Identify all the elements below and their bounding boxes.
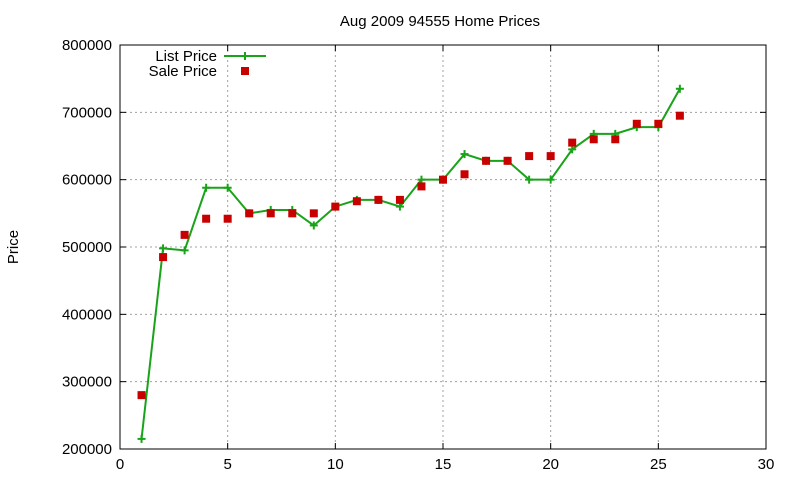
list-price-point bbox=[568, 145, 577, 154]
list-price-point bbox=[223, 183, 232, 192]
legend-label: Sale Price bbox=[149, 63, 217, 80]
sale-price-point bbox=[180, 230, 189, 239]
list-price-point bbox=[460, 150, 469, 159]
axes: 0 5 10 15 20 25 30 200000 300000 400000 500000 6000… bbox=[62, 37, 774, 473]
x-tick-label: 5 bbox=[223, 456, 231, 473]
legend-item: List Price bbox=[155, 48, 266, 65]
sale-price-point bbox=[395, 195, 404, 204]
x-tick-label: 20 bbox=[542, 456, 559, 473]
list-price-point bbox=[202, 183, 211, 192]
sale-price-point bbox=[439, 175, 447, 184]
y-tick-label: 600000 bbox=[62, 172, 112, 189]
sale-price-point bbox=[374, 195, 383, 204]
y-tick-label: 400000 bbox=[62, 306, 112, 323]
list-price-point bbox=[309, 221, 318, 230]
sale-price-point bbox=[417, 182, 426, 191]
sale-price-point bbox=[675, 111, 684, 120]
sale-price-point bbox=[460, 170, 469, 179]
sale-price-point bbox=[352, 197, 361, 206]
x-tick-label: 15 bbox=[435, 456, 452, 473]
list-price-point bbox=[525, 175, 534, 184]
sale-price-point bbox=[632, 119, 641, 128]
sale-price-point bbox=[546, 152, 555, 161]
sale-price-point bbox=[266, 209, 275, 218]
sale-price-point bbox=[309, 209, 318, 218]
y-axis-label: Price bbox=[5, 230, 22, 264]
list-price-point bbox=[675, 84, 684, 93]
y-tick-label: 200000 bbox=[62, 441, 112, 458]
y-tick-label: 500000 bbox=[62, 239, 112, 256]
y-tick-label: 300000 bbox=[62, 374, 112, 391]
list-price-point bbox=[417, 175, 426, 184]
list-price-point bbox=[180, 246, 189, 255]
sale-price-point bbox=[525, 152, 534, 161]
y-tick-label: 700000 bbox=[62, 104, 112, 121]
series-list-price bbox=[137, 84, 684, 443]
sale-price-point bbox=[223, 214, 232, 223]
legend-marker bbox=[241, 52, 249, 60]
sale-price-point bbox=[137, 391, 146, 400]
plot-frame bbox=[119, 44, 767, 450]
legend-item: Sale Price bbox=[149, 63, 249, 80]
legend-marker bbox=[241, 67, 249, 75]
sale-price-point bbox=[503, 156, 512, 165]
series-layer bbox=[137, 84, 684, 443]
sale-price-point bbox=[482, 156, 491, 165]
legend-label: List Price bbox=[155, 48, 217, 65]
sale-price-point bbox=[611, 135, 620, 144]
list-price-point bbox=[395, 202, 404, 211]
list-price-point bbox=[546, 175, 555, 184]
grid-lines bbox=[120, 45, 766, 449]
series-sale-price bbox=[137, 111, 684, 400]
sale-price-point bbox=[654, 119, 663, 128]
sale-price-point bbox=[568, 138, 577, 147]
chart-title: Aug 2009 94555 Home Prices bbox=[340, 13, 540, 30]
x-tick-label: 10 bbox=[327, 456, 344, 473]
x-tick-label: 0 bbox=[116, 456, 124, 473]
sale-price-point bbox=[202, 214, 211, 223]
sale-price-point bbox=[288, 209, 297, 218]
list-price-point bbox=[159, 244, 168, 253]
list-price-point bbox=[137, 434, 146, 443]
y-tick-label: 800000 bbox=[62, 37, 112, 54]
x-tick-label: 25 bbox=[650, 456, 667, 473]
sale-price-point bbox=[245, 209, 254, 218]
sale-price-point bbox=[331, 202, 340, 211]
list-price-line bbox=[140, 88, 681, 440]
sale-price-point bbox=[589, 135, 598, 144]
sale-price-point bbox=[159, 253, 168, 262]
x-tick-label: 30 bbox=[758, 456, 775, 473]
